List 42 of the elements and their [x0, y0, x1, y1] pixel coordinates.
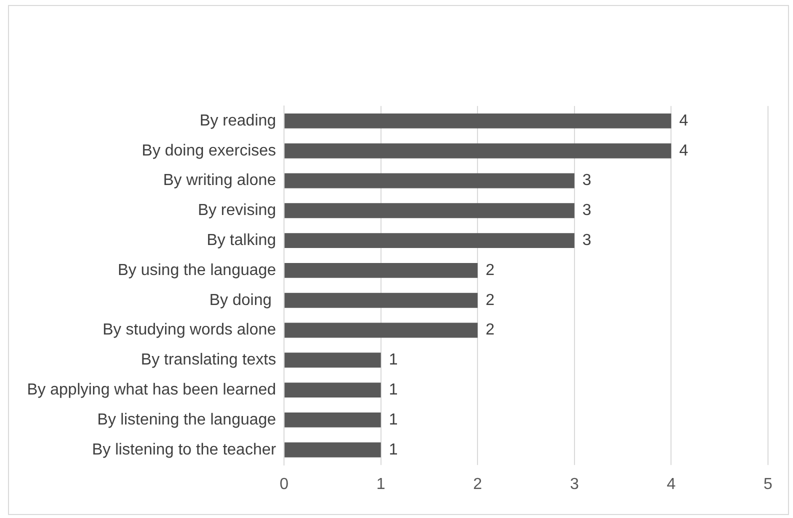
y-tick-label: By doing exercises: [142, 142, 276, 160]
x-tick-label: 1: [376, 476, 386, 493]
y-tick-label: By writing alone: [163, 172, 276, 190]
data-label: 1: [388, 381, 398, 398]
x-tick-label: 2: [473, 476, 482, 493]
x-tick-label: 4: [666, 476, 676, 493]
y-tick-label: By applying what has been learned: [27, 381, 276, 398]
bar: [284, 412, 381, 428]
x-tick-label: 5: [764, 476, 773, 493]
y-tick-label: By reading: [200, 112, 276, 130]
y-tick-label: By listening the language: [97, 411, 276, 428]
x-tick-label: 0: [280, 476, 289, 493]
bar: [284, 233, 574, 248]
data-label: 1: [388, 411, 398, 428]
x-tick-label: 3: [570, 476, 579, 493]
y-tick-label: By listening to the teacher: [92, 441, 277, 458]
bar: [284, 262, 478, 278]
y-tick-label: By using the language: [118, 262, 276, 279]
data-label: 3: [582, 172, 592, 190]
bar: [284, 143, 672, 158]
bar: [284, 292, 478, 308]
data-label: 2: [486, 262, 495, 279]
bar: [284, 442, 381, 458]
data-label: 1: [388, 352, 398, 369]
bar: [284, 322, 478, 338]
y-tick-label: By doing: [209, 292, 276, 309]
bar: [284, 382, 381, 398]
data-label: 4: [679, 142, 688, 160]
data-label: 3: [582, 232, 592, 249]
data-label: 2: [486, 292, 495, 309]
data-label: 1: [388, 441, 398, 458]
y-tick-label: By translating texts: [140, 352, 276, 369]
y-tick-label: By revising: [198, 202, 276, 220]
y-tick-label: By talking: [206, 232, 276, 249]
bar: [284, 352, 381, 368]
data-label: 3: [582, 202, 592, 220]
data-label: 4: [679, 112, 688, 130]
bar: [284, 173, 574, 188]
data-label: 2: [486, 322, 495, 339]
bar: [284, 203, 574, 218]
bar: [284, 113, 672, 128]
y-tick-label: By studying words alone: [102, 322, 276, 339]
